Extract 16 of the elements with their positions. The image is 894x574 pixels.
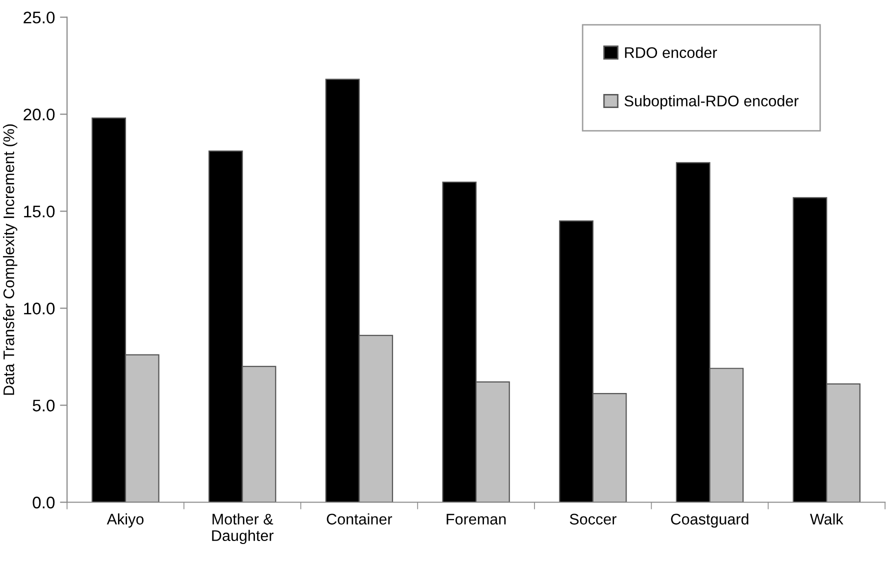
legend-label: RDO encoder xyxy=(625,46,718,58)
y-tick-label: 25.0 xyxy=(24,12,55,24)
legend-label: Suboptimal-RDO encoder xyxy=(624,95,799,110)
y-tick-label: 10.0 xyxy=(24,302,55,314)
y-axis-title: Data Transfer Complexity Increment (%) xyxy=(3,124,18,395)
y-tick-label: 5.0 xyxy=(32,400,55,412)
x-tick-label: Container xyxy=(326,513,392,525)
x-tick-label: Soccer xyxy=(570,514,616,525)
y-tick-label: 15.0 xyxy=(24,206,55,218)
x-tick-label: Mother & Daughter xyxy=(212,513,274,544)
x-tick-label: Foreman xyxy=(446,514,506,525)
y-tick-label: 20.0 xyxy=(24,108,55,120)
x-tick-label: Coastguard xyxy=(671,513,748,528)
x-tick-label: Walk xyxy=(810,513,844,525)
y-tick-label: 0.0 xyxy=(32,496,55,508)
x-tick-label: Akiyo xyxy=(106,513,144,528)
